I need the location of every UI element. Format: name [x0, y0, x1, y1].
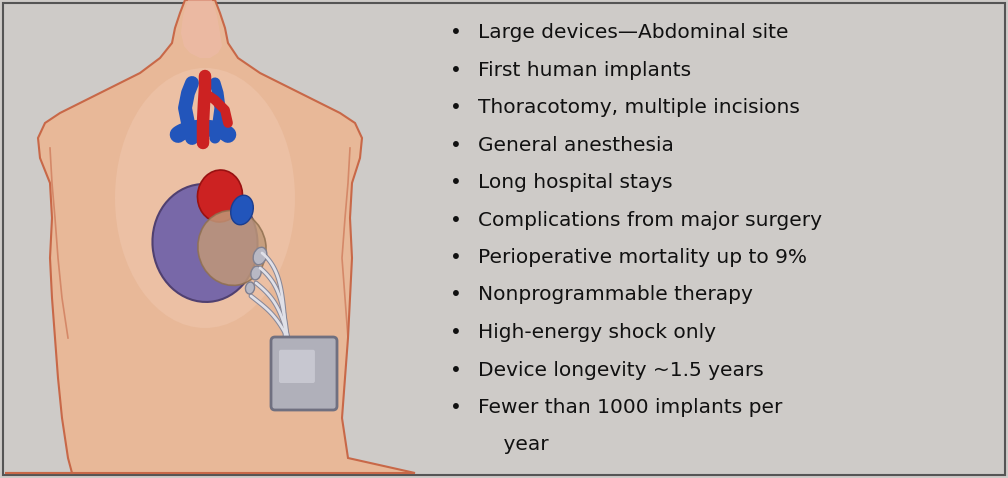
Polygon shape [5, 0, 415, 473]
Text: Complications from major surgery: Complications from major surgery [478, 210, 822, 229]
Text: Long hospital stays: Long hospital stays [478, 173, 672, 192]
Text: •: • [450, 135, 462, 154]
Text: First human implants: First human implants [478, 61, 691, 79]
Ellipse shape [198, 211, 266, 285]
Ellipse shape [152, 184, 258, 302]
Text: •: • [450, 173, 462, 192]
Text: •: • [450, 61, 462, 79]
Text: High-energy shock only: High-energy shock only [478, 323, 716, 342]
Text: year: year [478, 435, 548, 455]
Ellipse shape [253, 247, 267, 265]
Text: •: • [450, 210, 462, 229]
Ellipse shape [251, 266, 261, 280]
Text: •: • [450, 23, 462, 42]
Text: Thoracotomy, multiple incisions: Thoracotomy, multiple incisions [478, 98, 800, 117]
Text: Fewer than 1000 implants per: Fewer than 1000 implants per [478, 398, 782, 417]
Ellipse shape [198, 170, 243, 222]
Text: General anesthesia: General anesthesia [478, 135, 674, 154]
Text: •: • [450, 248, 462, 267]
Ellipse shape [231, 195, 253, 225]
Polygon shape [181, 0, 222, 58]
Text: •: • [450, 98, 462, 117]
Ellipse shape [245, 282, 255, 294]
Text: •: • [450, 323, 462, 342]
Text: Perioperative mortality up to 9%: Perioperative mortality up to 9% [478, 248, 807, 267]
Text: •: • [450, 398, 462, 417]
FancyBboxPatch shape [279, 350, 314, 383]
FancyBboxPatch shape [3, 3, 1005, 475]
Text: •: • [450, 360, 462, 380]
Text: Nonprogrammable therapy: Nonprogrammable therapy [478, 285, 753, 304]
Ellipse shape [115, 68, 295, 328]
Text: Device longevity ~1.5 years: Device longevity ~1.5 years [478, 360, 764, 380]
FancyBboxPatch shape [271, 337, 337, 410]
Text: •: • [450, 285, 462, 304]
Text: Large devices—Abdominal site: Large devices—Abdominal site [478, 23, 788, 42]
